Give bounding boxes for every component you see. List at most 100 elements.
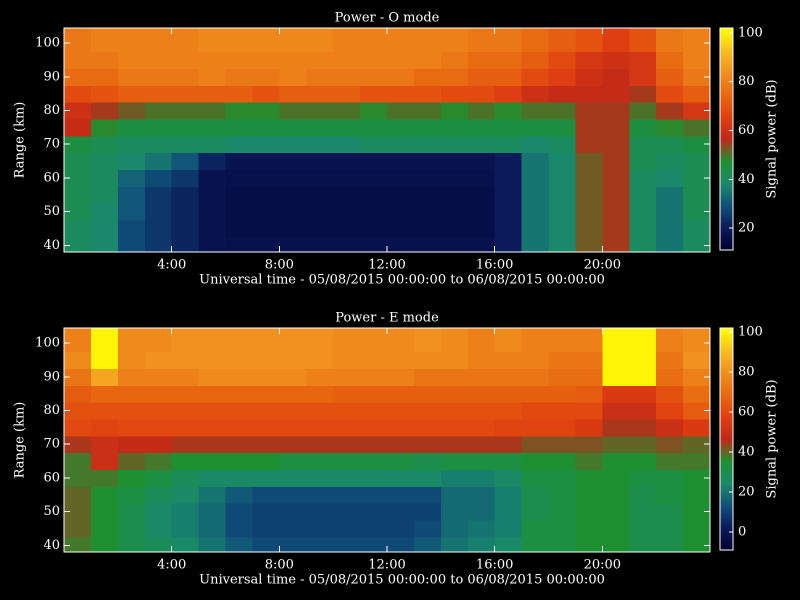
heatmap-cell [117, 351, 146, 369]
heatmap-cell [144, 418, 173, 437]
heatmap-cell [360, 503, 388, 521]
heatmap-cell [602, 486, 630, 504]
heatmap-cell [225, 68, 253, 86]
heatmap-cell [629, 220, 657, 238]
colorbar-tick-label: 40 [738, 172, 755, 187]
heatmap-cell [306, 520, 334, 538]
heatmap-cell [306, 385, 334, 403]
heatmap-cell [656, 118, 684, 137]
heatmap-cell [413, 418, 442, 437]
heatmap-cell [90, 186, 119, 204]
heatmap-cell [279, 520, 307, 538]
heatmap-cell [467, 435, 496, 454]
heatmap-cell [575, 486, 603, 504]
heatmap-cell [602, 28, 630, 53]
y-tick-label: 40 [43, 238, 60, 253]
heatmap-cell [440, 435, 469, 454]
heatmap-cell [64, 51, 92, 69]
heatmap-cell [602, 503, 630, 521]
heatmap-cell [306, 118, 334, 137]
heatmap-cell [64, 28, 92, 53]
heatmap-cell [494, 328, 523, 353]
heatmap-cell [494, 220, 523, 238]
heatmap-cell [413, 135, 442, 154]
heatmap-cell [521, 520, 549, 538]
heatmap-cell [521, 135, 549, 154]
heatmap-cell [252, 435, 280, 454]
heatmap-cell [387, 28, 415, 53]
heatmap-cell [64, 385, 92, 403]
heatmap-cell [467, 85, 496, 103]
heatmap-cell [413, 186, 442, 204]
heatmap-cell [440, 385, 469, 403]
heatmap-cell [333, 220, 361, 238]
heatmap-cell [306, 85, 334, 103]
heatmap-cell [656, 368, 684, 386]
heatmap-cell [413, 368, 442, 386]
heatmap-cell [656, 351, 684, 369]
heatmap-cell [683, 520, 711, 538]
y-tick-label: 70 [43, 437, 60, 452]
heatmap-cell [521, 328, 549, 353]
heatmap-cell [440, 152, 469, 170]
heatmap-cell [494, 68, 523, 86]
heatmap-cell [225, 28, 253, 53]
heatmap-cell [171, 351, 200, 369]
heatmap-cell [117, 152, 146, 170]
x-tick-label: 16:00 [476, 558, 513, 573]
heatmap-cell [252, 402, 280, 420]
heatmap-cell [575, 102, 603, 120]
heatmap-cell [225, 152, 253, 170]
heatmap-cell [144, 152, 173, 170]
heatmap-cell [629, 85, 657, 103]
heatmap-cell [602, 203, 630, 221]
heatmap-cell [494, 503, 523, 521]
y-tick-label: 90 [43, 69, 60, 84]
heatmap-cell [90, 469, 119, 487]
heatmap-cell [117, 536, 146, 553]
colorbar-tick-label: 20 [738, 221, 755, 236]
heatmap-cell [575, 435, 603, 454]
heatmap-cell [117, 135, 146, 154]
heatmap-cell [656, 135, 684, 154]
heatmap-cell [629, 169, 657, 187]
heatmap-cell [360, 520, 388, 538]
heatmap-cell [144, 85, 173, 103]
heatmap-cell [494, 469, 523, 487]
heatmap-cell [144, 68, 173, 86]
heatmap-cell [171, 236, 200, 253]
heatmap-cell [90, 435, 119, 454]
y-tick-label: 90 [43, 369, 60, 384]
heatmap-cell [225, 328, 253, 353]
heatmap-cell [171, 135, 200, 154]
heatmap-cell [333, 51, 361, 69]
heatmap-cell [306, 368, 334, 386]
heatmap-cell [602, 118, 630, 137]
x-tick-label: 16:00 [476, 258, 513, 273]
heatmap-cell [225, 368, 253, 386]
heatmap-cell [252, 351, 280, 369]
heatmap-cell [360, 169, 388, 187]
heatmap-cell [117, 418, 146, 437]
heatmap-cell [279, 68, 307, 86]
heatmap-cell [575, 368, 603, 386]
heatmap-cell [225, 418, 253, 437]
heatmap-cell [279, 186, 307, 204]
heatmap-cell [90, 328, 119, 353]
heatmap-cell [144, 118, 173, 137]
heatmap-cell [387, 102, 415, 120]
heatmap-cell [440, 469, 469, 487]
heatmap-cell [360, 402, 388, 420]
heatmap-cell [279, 51, 307, 69]
heatmap-cell [279, 85, 307, 103]
heatmap-cell [171, 452, 200, 470]
y-axis-label: Range (km) [13, 102, 28, 179]
heatmap-cell [387, 368, 415, 386]
heatmap-cell [198, 368, 226, 386]
heatmap-cell [602, 351, 630, 369]
heatmap-cell [387, 169, 415, 187]
heatmap-cell [306, 418, 334, 437]
heatmap-cell [413, 435, 442, 454]
heatmap-cell [629, 469, 657, 487]
heatmap-cell [198, 328, 226, 353]
